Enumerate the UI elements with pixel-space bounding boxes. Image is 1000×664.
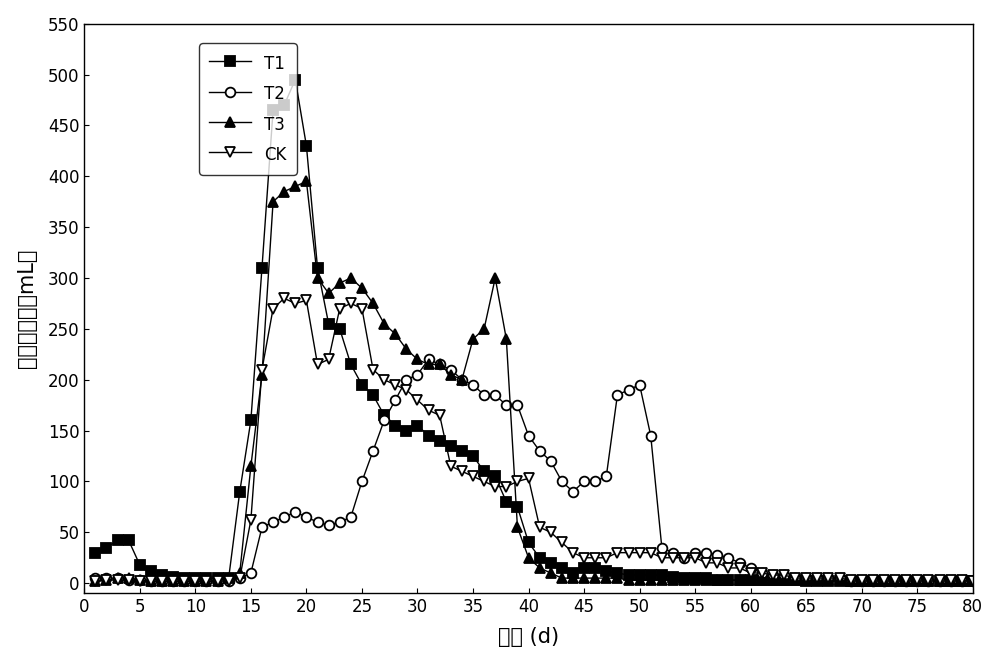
T1 xyxy=(800,577,812,585)
T3 xyxy=(634,576,646,584)
T3 xyxy=(667,576,679,584)
CK xyxy=(623,548,635,556)
T1 xyxy=(700,574,712,582)
Line: T2: T2 xyxy=(91,355,978,586)
CK xyxy=(634,548,646,556)
CK xyxy=(89,577,101,585)
Legend: T1, T2, T3, CK: T1, T2, T3, CK xyxy=(199,43,297,175)
T1 xyxy=(89,548,101,556)
T3 xyxy=(489,274,501,282)
T2 xyxy=(89,574,101,582)
X-axis label: 时间 (d): 时间 (d) xyxy=(498,627,559,647)
T2 xyxy=(500,401,512,409)
CK xyxy=(967,577,979,585)
T2 xyxy=(423,355,435,363)
T3 xyxy=(700,576,712,584)
T2 xyxy=(967,577,979,585)
T3 xyxy=(623,576,635,584)
CK xyxy=(700,559,712,567)
T1 xyxy=(623,571,635,579)
Line: CK: CK xyxy=(91,293,978,586)
CK xyxy=(489,483,501,491)
T3 xyxy=(89,577,101,585)
T2 xyxy=(711,550,723,558)
Line: T1: T1 xyxy=(91,75,978,586)
T1 xyxy=(967,577,979,585)
T2 xyxy=(634,381,646,389)
T2 xyxy=(889,577,901,585)
T3 xyxy=(300,177,312,185)
T2 xyxy=(678,554,690,562)
T2 xyxy=(145,577,157,585)
T3 xyxy=(967,577,979,585)
T2 xyxy=(645,432,657,440)
Line: T3: T3 xyxy=(91,177,978,586)
Y-axis label: 日产甲烷量（mL）: 日产甲烷量（mL） xyxy=(17,249,37,369)
T1 xyxy=(634,571,646,579)
CK xyxy=(878,576,890,584)
T1 xyxy=(889,577,901,585)
T1 xyxy=(289,76,301,84)
CK xyxy=(278,294,290,302)
T1 xyxy=(667,573,679,581)
T3 xyxy=(878,577,890,585)
T1 xyxy=(489,472,501,480)
CK xyxy=(667,554,679,562)
